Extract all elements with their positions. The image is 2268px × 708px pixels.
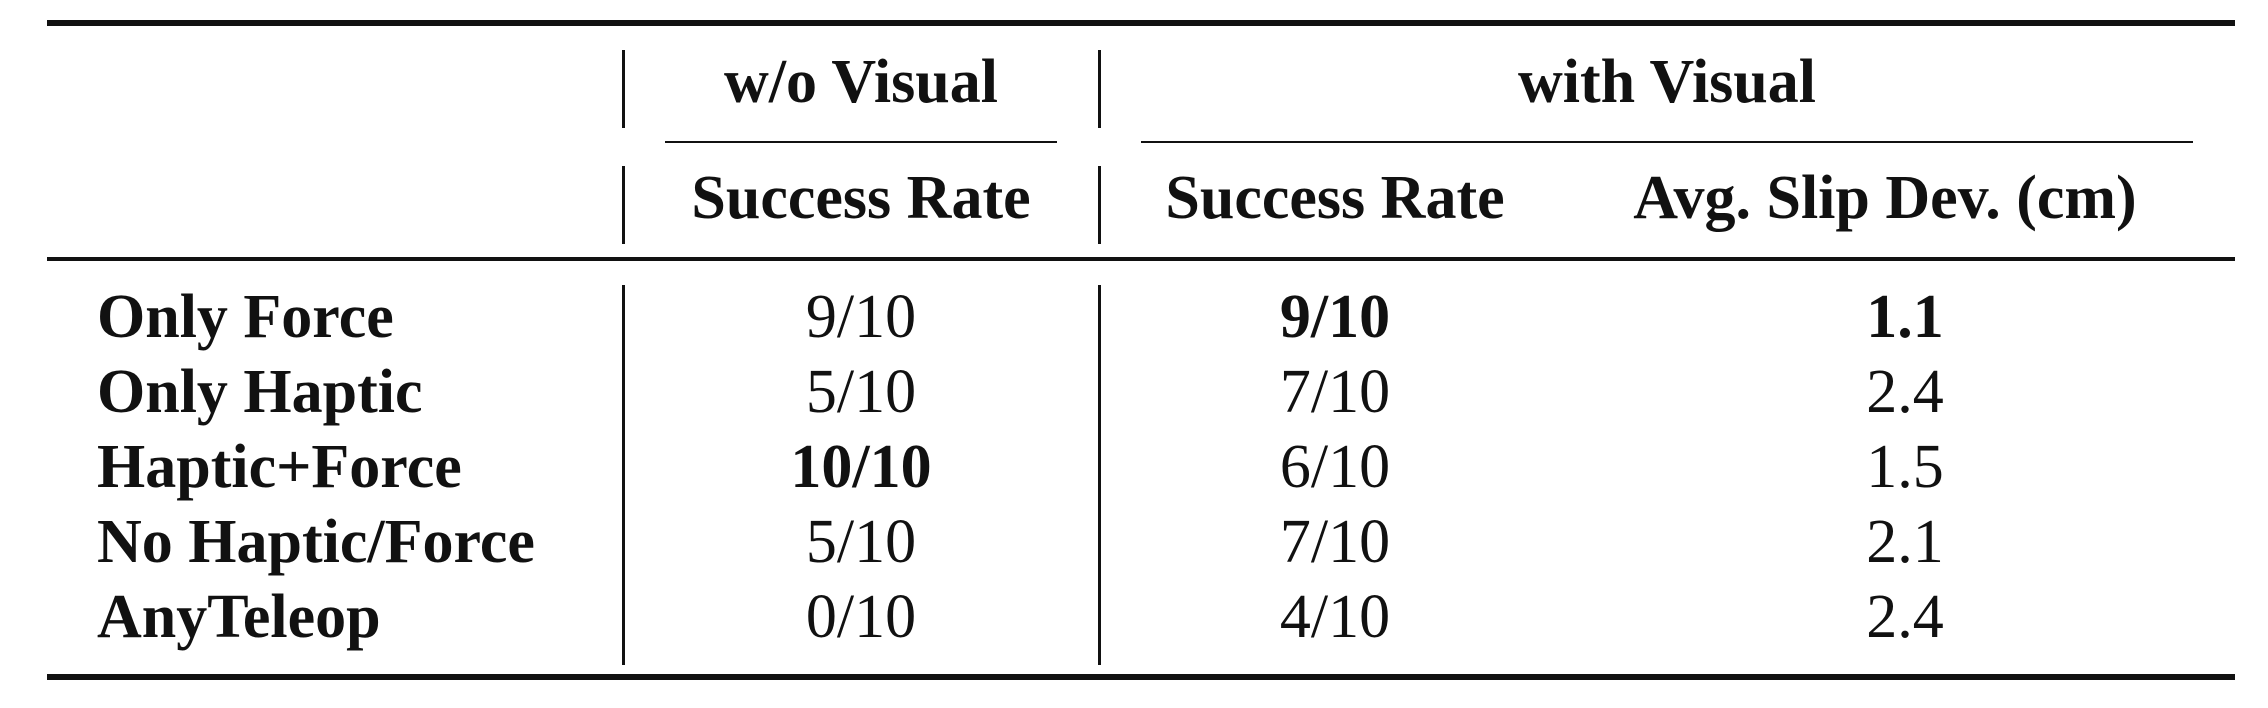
group-header-without-visual: w/o Visual bbox=[724, 48, 998, 116]
column-separator bbox=[1098, 285, 1101, 665]
row-label: Only Force bbox=[97, 283, 394, 351]
cell-wo-success: 5/10 bbox=[805, 508, 917, 576]
group-header-with-visual: with Visual bbox=[1517, 48, 1817, 116]
bottom-rule bbox=[47, 674, 2235, 680]
cell-with-success: 9/10 bbox=[1279, 283, 1391, 351]
cell-with-success: 4/10 bbox=[1279, 583, 1391, 651]
column-separator bbox=[1098, 166, 1101, 244]
group-underline-with-visual bbox=[1141, 141, 2193, 143]
cell-with-success: 7/10 bbox=[1279, 358, 1391, 426]
top-rule bbox=[47, 20, 2235, 26]
column-separator bbox=[622, 285, 625, 665]
row-label: Only Haptic bbox=[97, 358, 423, 426]
cell-wo-success: 0/10 bbox=[805, 583, 917, 651]
column-separator bbox=[622, 50, 625, 128]
column-header-wo-success-rate: Success Rate bbox=[691, 164, 1031, 232]
cell-with-success: 7/10 bbox=[1279, 508, 1391, 576]
cell-slip-dev: 2.4 bbox=[1866, 583, 1944, 651]
column-separator bbox=[622, 166, 625, 244]
cell-slip-dev: 2.4 bbox=[1866, 358, 1944, 426]
column-header-with-success-rate: Success Rate bbox=[1165, 164, 1505, 232]
cell-slip-dev: 2.1 bbox=[1866, 508, 1944, 576]
header-rule bbox=[47, 257, 2235, 261]
column-separator bbox=[1098, 50, 1101, 128]
row-label: No Haptic/Force bbox=[97, 508, 535, 576]
cell-wo-success: 5/10 bbox=[805, 358, 917, 426]
column-header-avg-slip-dev: Avg. Slip Dev. (cm) bbox=[1633, 164, 2137, 232]
cell-wo-success: 9/10 bbox=[805, 283, 917, 351]
cell-with-success: 6/10 bbox=[1279, 433, 1391, 501]
cell-wo-success: 10/10 bbox=[790, 433, 932, 501]
row-label: AnyTeleop bbox=[97, 583, 381, 651]
cell-slip-dev: 1.5 bbox=[1866, 433, 1944, 501]
cell-slip-dev: 1.1 bbox=[1866, 283, 1944, 351]
row-label: Haptic+Force bbox=[97, 433, 462, 501]
group-underline-without-visual bbox=[665, 141, 1057, 143]
